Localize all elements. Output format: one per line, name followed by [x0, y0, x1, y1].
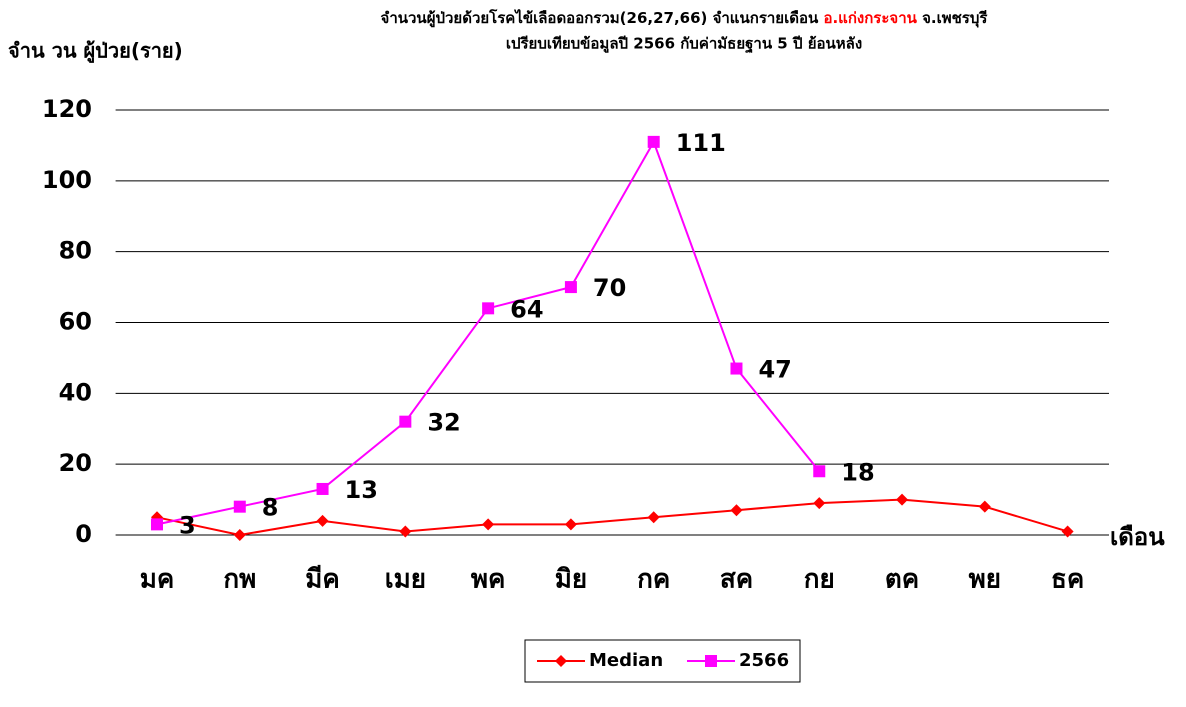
- chart-title: จำนวนผู้ป่วยด้วยโรคไข้เลือดออกรวม(26,27,…: [381, 8, 989, 28]
- point: [896, 493, 909, 506]
- x-tick-label: ตค: [885, 565, 919, 595]
- data-label: 47: [758, 356, 791, 384]
- data-label: 8: [262, 494, 279, 522]
- legend-label: 2566: [739, 650, 789, 671]
- x-tick-label: มค: [140, 565, 175, 595]
- x-tick-label: กค: [637, 565, 670, 595]
- y-tick-label: 60: [59, 308, 92, 336]
- point: [813, 497, 826, 510]
- point: [150, 518, 163, 531]
- x-tick-label: พย: [969, 565, 1001, 595]
- point: [978, 500, 991, 513]
- x-tick-label: กย: [804, 565, 835, 595]
- data-label: 13: [345, 476, 378, 504]
- y-tick-label: 0: [75, 520, 92, 548]
- point: [482, 302, 495, 315]
- x-tick-label: สค: [720, 565, 753, 595]
- point: [482, 518, 495, 531]
- point: [1061, 525, 1074, 538]
- data-label: 3: [179, 511, 196, 539]
- chart-subtitle: เปรียบเทียบข้อมูลปี 2566 กับค่ามัธยฐาน 5…: [506, 35, 862, 54]
- point: [647, 135, 660, 148]
- title-suffix: จ.เพชรบุรี: [917, 9, 988, 28]
- point: [233, 500, 246, 513]
- x-tick-label: กพ: [223, 565, 256, 595]
- x-tick-label: มีค: [305, 565, 340, 595]
- title-prefix: จำนวนผู้ป่วยด้วยโรคไข้เลือดออกรวม(26,27,…: [381, 8, 824, 28]
- point: [813, 465, 826, 478]
- y-axis-label: จำน วน ผู้ป่วย(ราย): [8, 39, 183, 65]
- point: [316, 514, 329, 527]
- title-highlight: อ.แก่งกระจาน: [823, 9, 917, 27]
- data-label: 70: [593, 274, 626, 302]
- data-label: 32: [427, 409, 460, 437]
- point: [564, 281, 577, 294]
- y-tick-label: 120: [42, 95, 92, 123]
- x-axis-label: เดือน: [1110, 523, 1165, 551]
- point: [564, 518, 577, 531]
- x-tick-label: มิย: [555, 565, 587, 595]
- series-line: [156, 139, 821, 526]
- legend-marker: [705, 655, 717, 667]
- y-tick-label: 20: [59, 449, 92, 477]
- y-tick-label: 40: [59, 378, 92, 406]
- x-tick-label: ธค: [1051, 565, 1084, 595]
- series-line: [156, 498, 1068, 537]
- point: [730, 362, 743, 375]
- point: [399, 525, 412, 538]
- point: [316, 482, 329, 495]
- x-tick-label: เมย: [385, 565, 426, 595]
- point: [233, 529, 246, 541]
- legend-label: Median: [589, 650, 663, 671]
- point: [647, 511, 660, 524]
- point: [730, 504, 743, 517]
- data-label: 64: [510, 295, 543, 323]
- y-tick-label: 100: [42, 166, 92, 194]
- x-tick-label: พค: [471, 565, 506, 595]
- point: [399, 415, 412, 428]
- data-label: 111: [676, 129, 726, 157]
- legend-marker: [555, 655, 567, 667]
- y-tick-label: 80: [59, 237, 92, 265]
- data-label: 18: [841, 458, 874, 486]
